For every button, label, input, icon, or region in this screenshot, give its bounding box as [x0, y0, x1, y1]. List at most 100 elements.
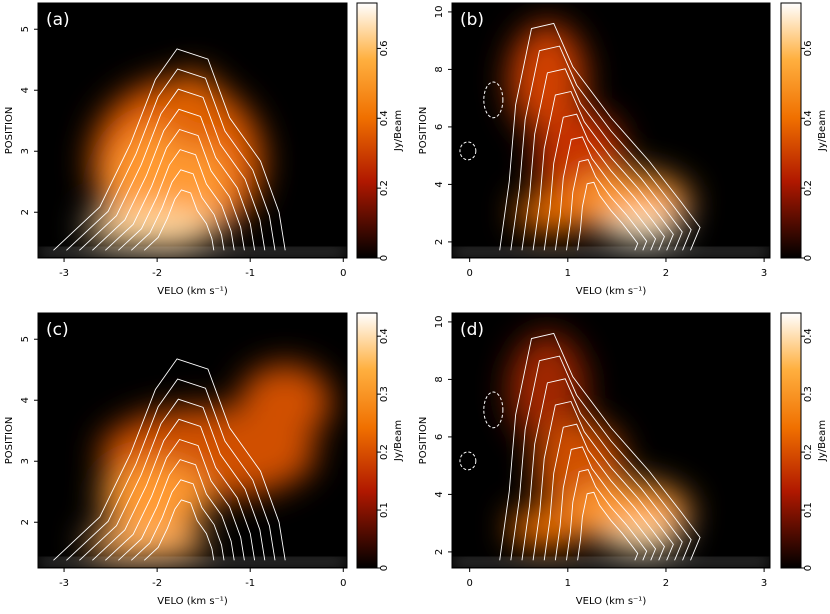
- x-axis-label: VELO (km s⁻¹): [157, 286, 228, 297]
- contour: [566, 469, 648, 561]
- contour: [143, 499, 215, 561]
- contour: [577, 491, 639, 561]
- emission-blob: [509, 506, 586, 548]
- y-tick-label: 5: [20, 336, 31, 342]
- emission-blob: [604, 212, 681, 243]
- x-tick-label: 1: [565, 268, 571, 279]
- x-tick-label: 2: [663, 268, 669, 279]
- colorbar-tick-label: 0.4: [803, 110, 814, 126]
- contour-neg: [483, 391, 504, 429]
- y-tick-label: 6: [434, 434, 445, 440]
- y-axis-label: POSITION: [4, 107, 15, 155]
- contour: [118, 459, 235, 561]
- heatmap: [38, 313, 347, 568]
- contour: [543, 113, 665, 251]
- panel-label: (c): [46, 320, 69, 340]
- colorbar-tick-label: 0.6: [379, 40, 390, 56]
- x-tick-label: 0: [466, 578, 472, 589]
- emission-blob: [604, 522, 681, 553]
- contour: [66, 378, 276, 561]
- colorbar-tick-label: 0.4: [379, 110, 390, 126]
- base-ridge: [38, 249, 347, 255]
- emission-blob: [99, 460, 212, 533]
- colorbar-tick-label: 0: [803, 565, 814, 571]
- heatmap: [452, 3, 770, 258]
- colorbar-tick-label: 0.4: [379, 328, 390, 344]
- x-tick-label: 3: [761, 578, 767, 589]
- contour: [79, 398, 266, 561]
- panel-label: (a): [46, 10, 70, 30]
- y-tick-label: 2: [20, 209, 31, 215]
- colorbar-tick-label: 0.2: [379, 180, 390, 196]
- colorbar-label: Jy/Beam: [393, 110, 404, 152]
- colorbar-tick-label: 0: [803, 255, 814, 261]
- plot-frame: [451, 312, 771, 569]
- contour: [131, 169, 225, 251]
- y-tick-label: 2: [434, 549, 445, 555]
- x-tick-label: 0: [340, 268, 346, 279]
- emission-blob: [161, 71, 224, 149]
- x-tick-label: -1: [245, 578, 255, 589]
- contour: [53, 48, 286, 251]
- y-tick-label: 6: [434, 124, 445, 130]
- x-tick-label: 0: [340, 578, 346, 589]
- colorbar-label: Jy/Beam: [817, 110, 828, 152]
- colorbar-tick-label: 0.6: [803, 40, 814, 56]
- contour: [131, 479, 225, 561]
- panel-label: (d): [460, 320, 484, 340]
- contour: [532, 90, 674, 251]
- emission-blob: [238, 364, 332, 441]
- y-tick-label: 3: [20, 148, 31, 154]
- base-ridge: [38, 559, 347, 565]
- x-tick-label: -3: [59, 268, 69, 279]
- contour: [66, 68, 276, 251]
- contour: [499, 332, 701, 561]
- colorbar-tick-label: 0.2: [803, 180, 814, 196]
- y-tick-label: 4: [20, 397, 31, 403]
- colorbar-tick-label: 0: [379, 565, 390, 571]
- contour: [499, 22, 701, 251]
- y-tick-label: 4: [20, 87, 31, 93]
- x-tick-label: 1: [565, 578, 571, 589]
- contour-neg: [459, 141, 477, 161]
- base-ridge: [452, 559, 770, 565]
- y-tick-label: 5: [20, 26, 31, 32]
- y-tick-label: 4: [434, 491, 445, 497]
- colorbar-label: Jy/Beam: [393, 420, 404, 462]
- colorbar-label: Jy/Beam: [817, 420, 828, 462]
- y-tick-label: 4: [434, 181, 445, 187]
- colorbar: [780, 312, 802, 569]
- heatmap: [38, 3, 347, 258]
- x-tick-label: -3: [59, 578, 69, 589]
- x-tick-label: 2: [663, 578, 669, 589]
- contour: [92, 108, 256, 251]
- y-tick-label: 2: [434, 239, 445, 245]
- contour: [543, 423, 665, 561]
- plot-frame: [451, 2, 771, 259]
- contour-neg: [483, 81, 504, 119]
- contour-neg: [459, 451, 477, 471]
- colorbar-tick-label: 0.2: [803, 444, 814, 460]
- contour: [118, 149, 235, 251]
- x-tick-label: -1: [245, 268, 255, 279]
- contour: [532, 400, 674, 561]
- contour: [510, 45, 692, 251]
- colorbar-tick-label: 0.3: [379, 386, 390, 402]
- x-tick-label: -2: [152, 268, 162, 279]
- x-tick-label: -2: [152, 578, 162, 589]
- y-tick-label: 8: [434, 66, 445, 72]
- contour: [521, 68, 683, 251]
- x-tick-label: 0: [466, 268, 472, 279]
- contour: [554, 446, 657, 561]
- x-axis-label: VELO (km s⁻¹): [157, 596, 228, 607]
- plot-frame: [37, 2, 348, 259]
- y-tick-label: 8: [434, 376, 445, 382]
- colorbar-tick-label: 0.1: [803, 502, 814, 518]
- heatmap: [452, 313, 770, 568]
- contour: [92, 418, 256, 561]
- y-axis-label: POSITION: [4, 417, 15, 465]
- contour: [105, 438, 245, 561]
- colorbar-tick-label: 0: [379, 255, 390, 261]
- colorbar-tick-label: 0.1: [379, 502, 390, 518]
